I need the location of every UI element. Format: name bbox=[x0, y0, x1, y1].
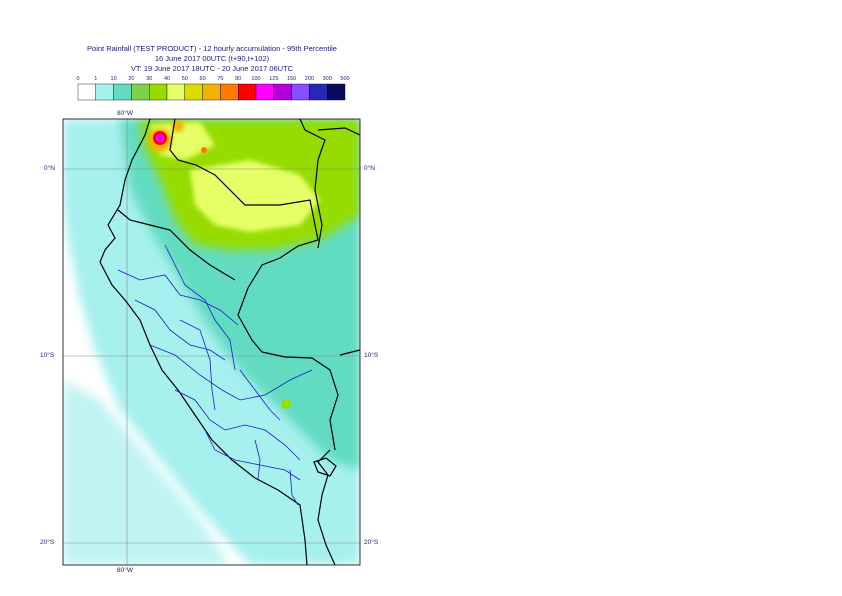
lat-label-left-10: 10°S bbox=[40, 352, 55, 359]
legend-tick-label: 1 bbox=[94, 76, 97, 82]
legend-tick-label: 150 bbox=[287, 76, 296, 82]
lon-label-top: 80°W bbox=[117, 110, 133, 117]
region-line-7 bbox=[179, 319, 216, 411]
border-venezuela bbox=[299, 119, 326, 249]
legend-tick-label: 20 bbox=[128, 76, 134, 82]
legend-swatch bbox=[327, 83, 346, 101]
region-line-6 bbox=[164, 244, 236, 371]
legend-tick-label: 50 bbox=[182, 76, 188, 82]
legend-tick-label: 500 bbox=[340, 76, 349, 82]
border-colombia bbox=[169, 119, 319, 289]
coast-pacific bbox=[99, 119, 308, 565]
legend-tick-label: 125 bbox=[269, 76, 278, 82]
legend-tick-label: 80 bbox=[235, 76, 241, 82]
region-line-8 bbox=[239, 369, 281, 421]
border-guyana bbox=[317, 127, 360, 136]
rain-spot-orange-3 bbox=[201, 147, 207, 153]
rain-band-yellowgreen bbox=[190, 160, 320, 232]
lat-label-right-0: 0°N bbox=[364, 165, 375, 172]
legend-tick-label: 200 bbox=[305, 76, 314, 82]
admin-regions bbox=[117, 244, 313, 506]
legend-tick-label: 60 bbox=[200, 76, 206, 82]
rain-hotspot-orange-2 bbox=[172, 120, 184, 132]
valid-time-label: VT: 19 June 2017 18UTC - 20 June 2017 06… bbox=[130, 64, 294, 73]
border-ecuador-peru bbox=[117, 209, 236, 281]
region-line-5 bbox=[204, 429, 301, 481]
rainfall-field bbox=[63, 119, 360, 565]
lake-titicaca bbox=[313, 457, 337, 477]
lon-label-bottom: 80°W bbox=[117, 567, 133, 574]
legend-tick-label: 40 bbox=[164, 76, 170, 82]
run-time-label: 16 June 2017 00UTC (t+90,t+102) bbox=[154, 54, 270, 63]
lat-label-left-20: 20°S bbox=[40, 539, 55, 546]
region-line-3 bbox=[149, 344, 313, 401]
rain-hotspot-purple bbox=[158, 136, 162, 140]
region-line-9 bbox=[254, 439, 261, 481]
region-line-1 bbox=[117, 269, 239, 326]
lat-label-left-0: 0°N bbox=[44, 165, 55, 172]
border-brazil-east bbox=[339, 349, 360, 356]
border-bolivia-chile bbox=[317, 449, 336, 565]
lat-label-right-20: 20°S bbox=[364, 539, 379, 546]
legend-tick-label: 70 bbox=[217, 76, 223, 82]
legend-tick-label: 100 bbox=[251, 76, 260, 82]
map-frame bbox=[62, 118, 361, 566]
color-legend: 0 1 10 20 30 40 50 60 70 80 100 125 150 200 300 500 bbox=[76, 76, 350, 101]
region-line-4 bbox=[174, 389, 301, 461]
region-line-10 bbox=[289, 469, 299, 506]
lat-label-right-10: 10°S bbox=[364, 352, 379, 359]
rain-band-light-sw bbox=[63, 380, 230, 565]
rain-spot-green-s bbox=[281, 399, 291, 409]
border-peru-brazil bbox=[237, 287, 339, 451]
legend-tick-label: 300 bbox=[323, 76, 332, 82]
coastline bbox=[99, 119, 360, 565]
legend-tick-label: 30 bbox=[146, 76, 152, 82]
graticule bbox=[63, 119, 360, 565]
chart-title: Point Rainfall (TEST PRODUCT) - 12 hourl… bbox=[87, 44, 337, 53]
legend-tick-label: 0 bbox=[76, 76, 79, 82]
legend-tick-label: 10 bbox=[111, 76, 117, 82]
region-line-2 bbox=[134, 299, 226, 361]
